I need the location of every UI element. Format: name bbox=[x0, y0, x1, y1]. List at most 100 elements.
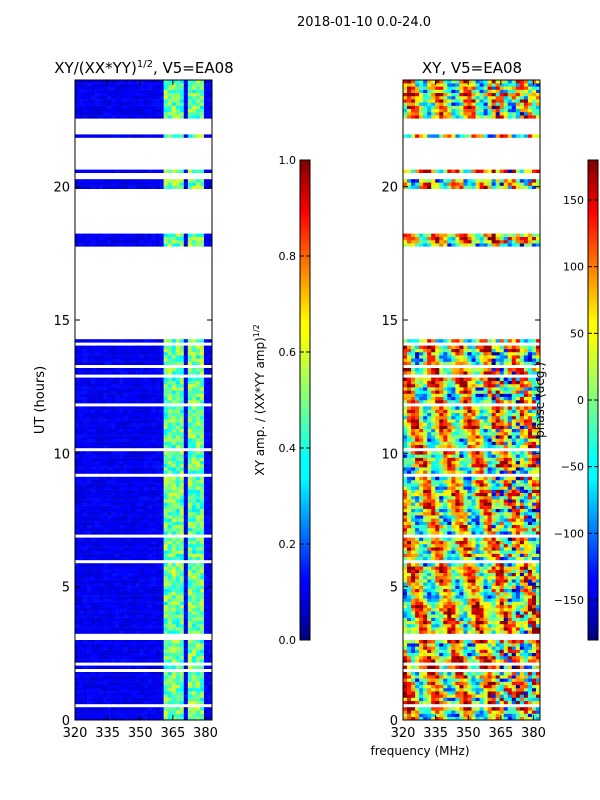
amplitude-cell bbox=[99, 182, 104, 186]
amplitude-cell bbox=[75, 691, 80, 695]
amplitude-cell bbox=[179, 518, 185, 522]
amplitude-cell bbox=[203, 425, 209, 429]
amplitude-cell bbox=[139, 566, 144, 570]
amplitude-cell bbox=[183, 470, 189, 474]
phase-cell bbox=[479, 697, 484, 701]
phase-cell bbox=[419, 688, 424, 692]
amplitude-cell bbox=[143, 508, 148, 513]
amplitude-cell bbox=[199, 396, 205, 401]
amplitude-cell bbox=[123, 592, 128, 596]
amplitude-cell bbox=[79, 502, 84, 506]
amplitude-cell bbox=[187, 646, 193, 650]
amplitude-cell bbox=[127, 585, 132, 589]
amplitude-cell bbox=[75, 665, 80, 669]
amplitude-cell bbox=[119, 515, 124, 519]
amplitude-cell bbox=[175, 92, 181, 97]
amplitude-cell bbox=[175, 579, 181, 583]
amplitude-cell bbox=[179, 611, 185, 615]
amplitude-cell bbox=[179, 464, 185, 468]
amplitude-cell bbox=[103, 80, 108, 84]
amplitude-cell bbox=[103, 243, 108, 247]
amplitude-cell bbox=[143, 467, 148, 471]
amplitude-cell bbox=[87, 592, 92, 596]
amplitude-cell bbox=[111, 672, 116, 676]
amplitude-cell bbox=[175, 102, 181, 106]
amplitude-cell bbox=[95, 371, 100, 375]
amplitude-cell bbox=[135, 387, 140, 391]
amplitude-cell bbox=[143, 99, 148, 103]
amplitude-cell bbox=[183, 499, 189, 503]
amplitude-cell bbox=[155, 489, 160, 493]
amplitude-cell bbox=[79, 480, 84, 484]
amplitude-cell bbox=[123, 451, 128, 455]
amplitude-cell bbox=[95, 684, 100, 689]
amplitude-cell bbox=[143, 617, 148, 621]
amplitude-cell bbox=[115, 688, 120, 692]
amplitude-cell bbox=[207, 624, 212, 628]
phase-cell bbox=[423, 681, 428, 685]
amplitude-cell bbox=[203, 134, 209, 138]
phase-cell bbox=[535, 684, 540, 689]
phase-cell bbox=[491, 688, 496, 692]
amplitude-cell bbox=[131, 691, 136, 695]
amplitude-cell bbox=[187, 595, 193, 599]
phase-cell bbox=[511, 710, 517, 714]
amplitude-cell bbox=[147, 406, 152, 410]
amplitude-cell bbox=[99, 502, 104, 506]
phase-cell bbox=[459, 659, 464, 663]
amplitude-cell bbox=[163, 361, 168, 365]
amplitude-cell bbox=[195, 492, 201, 497]
phase-cell bbox=[483, 691, 488, 695]
amplitude-cell bbox=[195, 499, 201, 503]
amplitude-cell bbox=[119, 681, 124, 685]
amplitude-panel-title: XY/(XX*YY)1/2, V5=EA08 bbox=[54, 59, 233, 77]
amplitude-cell bbox=[131, 83, 136, 87]
amplitude-cell bbox=[127, 716, 132, 720]
phase-cell bbox=[459, 691, 464, 695]
phase-cell bbox=[483, 678, 488, 682]
phase-cell bbox=[499, 659, 505, 663]
phase-cell bbox=[455, 713, 460, 717]
amplitude-cell bbox=[99, 678, 104, 682]
amplitude-cell bbox=[75, 454, 80, 458]
amplitude-cell bbox=[79, 697, 84, 701]
amplitude-cell bbox=[135, 371, 140, 375]
amplitude-cell bbox=[75, 710, 80, 714]
amplitude-cell bbox=[163, 608, 168, 612]
amplitude-cell bbox=[199, 553, 205, 557]
amplitude-cell bbox=[171, 185, 177, 189]
amplitude-cell bbox=[183, 92, 189, 97]
phase-cell bbox=[419, 710, 424, 714]
amplitude-cell bbox=[95, 352, 100, 356]
amplitude-cell bbox=[143, 614, 148, 618]
amplitude-cell bbox=[135, 384, 140, 388]
amplitude-cell bbox=[171, 544, 177, 548]
amplitude-cell bbox=[99, 96, 104, 100]
amplitude-cell bbox=[91, 243, 96, 247]
amplitude-cell bbox=[131, 425, 136, 429]
amplitude-cell bbox=[115, 393, 120, 397]
amplitude-cell bbox=[91, 444, 96, 449]
amplitude-cell bbox=[135, 643, 140, 647]
amplitude-cell bbox=[203, 678, 209, 682]
amplitude-cell bbox=[195, 643, 201, 647]
amplitude-cell bbox=[115, 627, 120, 631]
amplitude-cell bbox=[203, 451, 209, 455]
amplitude-cell bbox=[195, 595, 201, 599]
amplitude-cell bbox=[183, 521, 189, 525]
amplitude-cell bbox=[175, 489, 181, 493]
amplitude-cell bbox=[187, 92, 193, 97]
amplitude-cell bbox=[171, 569, 177, 573]
amplitude-cell bbox=[123, 467, 128, 471]
amplitude-cell bbox=[167, 608, 173, 612]
amplitude-cell bbox=[99, 409, 104, 413]
amplitude-cell bbox=[115, 345, 120, 349]
phase-cell bbox=[531, 678, 537, 682]
amplitude-cell bbox=[127, 528, 132, 532]
amplitude-cell bbox=[139, 592, 144, 596]
amplitude-cell bbox=[163, 579, 168, 583]
amplitude-cell bbox=[191, 579, 197, 583]
amplitude-cell bbox=[155, 233, 160, 237]
amplitude-cell bbox=[191, 512, 197, 516]
amplitude-cell bbox=[155, 412, 160, 417]
